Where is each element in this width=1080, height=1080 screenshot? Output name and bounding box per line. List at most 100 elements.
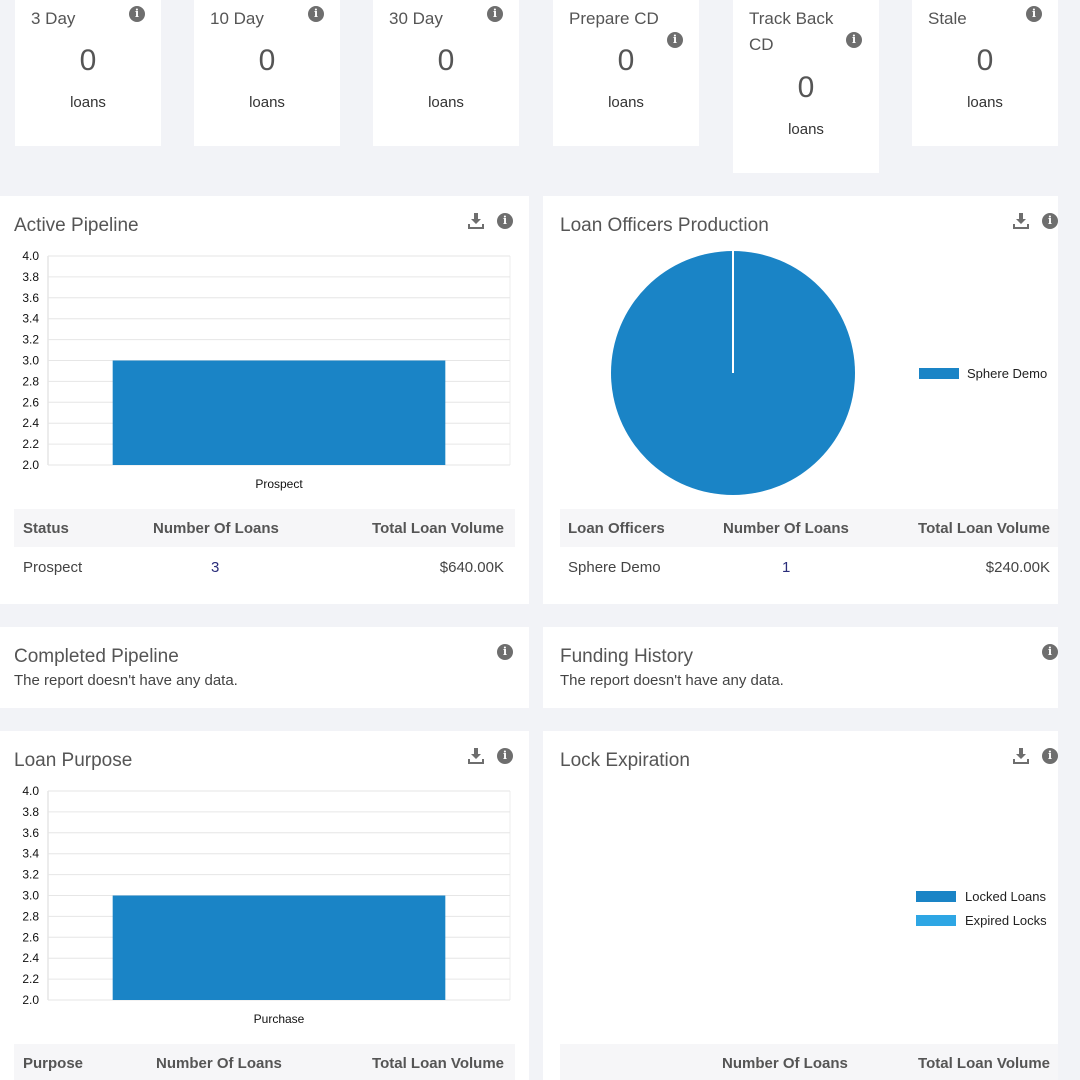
legend-label-locked: Locked Loans [965,889,1046,904]
active-pipeline-panel: Active Pipeline i 2.0 2.2 2.4 2.6 2.8 3.0 3.2 3… [0,196,529,604]
empty-message: The report doesn't have any data. [14,672,238,689]
info-icon[interactable]: i [129,6,145,22]
stat-value: 0 [617,44,635,77]
legend-label: Sphere Demo [967,366,1048,381]
y-tick-label: 3.4 [22,312,39,326]
stat-value: 0 [437,44,455,77]
table-header: Status Number Of Loans Total Loan Volume [14,509,515,547]
download-icon[interactable] [467,747,485,765]
y-tick-label: 3.2 [22,868,39,882]
info-icon[interactable]: i [1026,6,1042,22]
info-icon[interactable]: i [1042,748,1058,764]
y-tick-label: 2.2 [22,972,39,986]
info-icon[interactable]: i [487,6,503,22]
officer-cell: Sphere Demo [568,559,661,576]
panel-title: Funding History [560,646,694,667]
stat-unit: loans [788,121,824,138]
stat-unit: loans [249,94,285,111]
panel-title: Active Pipeline [14,215,139,236]
lock-expiration-panel: Lock Expiration i Locked Loans Expired L… [543,731,1058,1080]
column-header: Total Loan Volume [372,1055,504,1072]
stat-unit: loans [967,94,1003,111]
y-tick-label: 3.0 [22,354,39,368]
stat-card-track-back-cd[interactable]: Track Back CD i 0 loans [733,0,879,173]
legend-swatch-locked [916,891,956,902]
loan-officers-pie [611,251,855,495]
y-tick-label: 2.0 [22,458,39,472]
y-tick-label: 4.0 [22,249,39,263]
loan-volume-cell: $640.00K [439,559,504,576]
y-tick-label: 3.8 [22,805,39,819]
column-header: Loan Officers [568,520,665,537]
download-icon[interactable] [1012,212,1030,230]
stat-title: Stale [928,9,967,28]
y-tick-label: 4.0 [22,784,39,798]
loan-purpose-panel: Loan Purpose i 2.0 2.2 2.4 2.6 2.8 3.0 3.2 3.4 3… [0,731,529,1080]
y-tick-label: 2.4 [22,416,39,430]
empty-message: The report doesn't have any data. [560,672,784,689]
y-tick-label: 3.4 [22,847,39,861]
x-tick-label: Prospect [255,477,303,491]
info-icon[interactable]: i [846,32,862,48]
table-header: Loan Officers Number Of Loans Total Loan… [560,509,1058,547]
loan-count-link[interactable]: 3 [211,559,220,576]
bar-prospect [112,360,446,465]
panel-title: Lock Expiration [560,750,690,771]
loan-count-link[interactable]: 1 [782,559,791,576]
info-icon[interactable]: i [497,644,513,660]
download-icon[interactable] [1012,747,1030,765]
stat-card-stale[interactable]: Stale i 0 loans [912,0,1058,146]
legend-swatch [919,368,959,379]
y-tick-label: 2.8 [22,374,39,388]
stat-title: 10 Day [210,9,264,28]
stat-card-10-day[interactable]: 10 Day i 0 loans [194,0,340,146]
y-tick-label: 2.8 [22,909,39,923]
panel-title: Loan Purpose [14,750,133,771]
column-header: Number Of Loans [153,520,279,537]
column-header: Total Loan Volume [918,1055,1050,1072]
y-tick-label: 2.2 [22,437,39,451]
y-tick-label: 3.6 [22,826,39,840]
funding-history-panel: Funding History The report doesn't have … [543,627,1058,708]
loan-officers-panel: Loan Officers Production i Sphere Demo L… [543,196,1058,604]
stat-card-3-day[interactable]: 3 Day i 0 loans [15,0,161,146]
table-header: Purpose Number Of Loans Total Loan Volum… [14,1044,515,1080]
loan-volume-cell: $240.00K [985,559,1050,576]
info-icon[interactable]: i [497,213,513,229]
stat-unit: loans [70,94,106,111]
stat-value: 0 [79,44,97,77]
loan-purpose-chart: 2.0 2.2 2.4 2.6 2.8 3.0 3.2 3.4 3.6 3.8 4.0 Purchas… [22,784,511,1026]
stat-value: 0 [258,44,276,77]
column-header: Number Of Loans [723,520,849,537]
legend-swatch-expired [916,915,956,926]
legend-label-expired: Expired Locks [965,913,1047,928]
panel-title: Completed Pipeline [14,646,179,667]
column-header: Total Loan Volume [372,520,504,537]
stat-value: 0 [976,44,994,77]
panel-title: Loan Officers Production [560,215,769,236]
y-tick-label: 2.0 [22,993,39,1007]
y-tick-label: 3.6 [22,291,39,305]
status-cell: Prospect [23,559,83,576]
info-icon[interactable]: i [497,748,513,764]
x-tick-label: Purchase [254,1012,305,1026]
info-icon[interactable]: i [1042,644,1058,660]
y-tick-label: 2.6 [22,395,39,409]
column-header: Number Of Loans [722,1055,848,1072]
stat-title: 3 Day [31,9,76,28]
column-header: Number Of Loans [156,1055,282,1072]
y-tick-label: 3.2 [22,333,39,347]
stat-card-30-day[interactable]: 30 Day i 0 loans [373,0,519,146]
info-icon[interactable]: i [308,6,324,22]
download-icon[interactable] [467,212,485,230]
completed-pipeline-panel: Completed Pipeline The report doesn't ha… [0,627,529,708]
stat-value: 0 [797,71,815,104]
y-tick-label: 2.6 [22,930,39,944]
info-icon[interactable]: i [667,32,683,48]
active-pipeline-chart: 2.0 2.2 2.4 2.6 2.8 3.0 3.2 3.4 3.6 3.8 4.0 Prospec… [22,249,511,491]
info-icon[interactable]: i [1042,213,1058,229]
stat-title: Track Back CD [749,9,834,54]
stat-card-prepare-cd[interactable]: Prepare CD i 0 loans [553,0,699,146]
stat-unit: loans [608,94,644,111]
column-header: Purpose [23,1055,84,1072]
